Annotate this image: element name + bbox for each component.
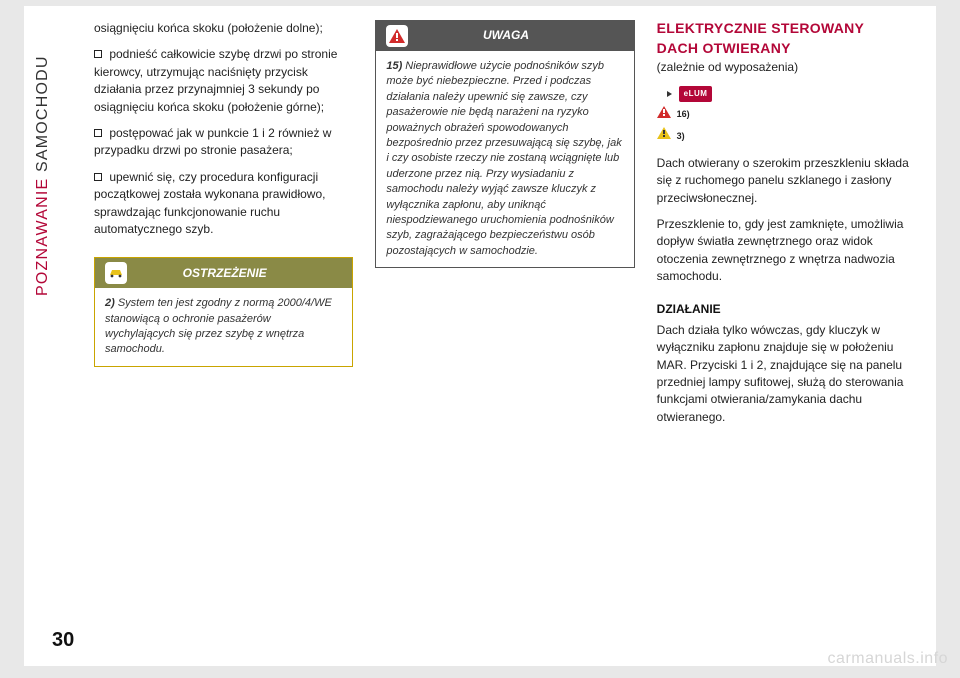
- vertical-title-rest: SAMOCHODU: [34, 55, 51, 177]
- col1-p3: postępować jak w punkcie 1 i 2 również w…: [94, 125, 353, 160]
- warning-callout-body: 2) System ten jest zgodny z normą 2000/4…: [95, 288, 352, 366]
- bullet-square-icon: [94, 50, 102, 58]
- warning-ref-3: 3): [657, 127, 916, 144]
- col1-p2: podnieść całkowicie szybę drzwi po stron…: [94, 46, 353, 116]
- col3-subhead: DZIAŁANIE: [657, 301, 916, 318]
- section-subtitle: (zależnie od wyposażenia): [657, 59, 916, 76]
- col1-p4-text: upewnić się, czy procedura konfiguracji …: [94, 170, 325, 236]
- content-columns: osiągnięciu końca skoku (położenie dolne…: [94, 20, 916, 616]
- warning-triangle-red-icon: [657, 106, 671, 123]
- section-title-line1: ELEKTRYCZNIE STEROWANY: [657, 20, 916, 38]
- col3-p3: Dach działa tylko wówczas, gdy kluczyk w…: [657, 322, 916, 426]
- caution-callout-lead: 15): [386, 60, 402, 72]
- warning-ref-16: 16): [657, 106, 916, 123]
- warning-callout-lead: 2): [105, 297, 115, 309]
- warning-callout: OSTRZEŻENIE 2) System ten jest zgodny z …: [94, 257, 353, 367]
- col1-p1: osiągnięciu końca skoku (położenie dolne…: [94, 20, 353, 37]
- vertical-section-title: POZNAWANIE SAMOCHODU: [34, 16, 52, 296]
- column-2: UWAGA 15) Nieprawidłowe użycie podnośnik…: [375, 20, 634, 616]
- warning-callout-text: System ten jest zgodny z normą 2000/4/WE…: [105, 297, 332, 355]
- warning-callout-header: OSTRZEŻENIE: [95, 258, 352, 288]
- car-warning-icon: [105, 262, 127, 284]
- page: POZNAWANIE SAMOCHODU osiągnięciu końca s…: [24, 6, 936, 666]
- col1-p4: upewnić się, czy procedura konfiguracji …: [94, 169, 353, 239]
- caution-callout-body: 15) Nieprawidłowe użycie podnośników szy…: [376, 51, 633, 267]
- col1-p3-text: postępować jak w punkcie 1 i 2 również w…: [94, 126, 331, 157]
- pointing-hand-icon: [657, 88, 673, 100]
- ref-16-label: 16): [677, 108, 690, 121]
- caution-callout-label: UWAGA: [418, 27, 623, 44]
- watermark: carmanuals.info: [828, 650, 948, 668]
- bullet-square-icon: [94, 129, 102, 137]
- vertical-title-accent: POZNAWANIE: [34, 178, 51, 296]
- warning-triangle-yellow-icon: [657, 127, 671, 144]
- caution-callout: UWAGA 15) Nieprawidłowe użycie podnośnik…: [375, 20, 634, 268]
- section-title-line2: DACH OTWIERANY: [657, 40, 916, 58]
- warning-callout-label: OSTRZEŻENIE: [137, 265, 342, 282]
- ref-3-label: 3): [677, 130, 685, 143]
- elum-badge: eLUM: [679, 86, 713, 102]
- caution-callout-header: UWAGA: [376, 21, 633, 51]
- col3-p2: Przeszklenie to, gdy jest zamknięte, umo…: [657, 216, 916, 286]
- column-1: osiągnięciu końca skoku (położenie dolne…: [94, 20, 353, 616]
- bullet-square-icon: [94, 173, 102, 181]
- col3-p1: Dach otwierany o szerokim przeszkleniu s…: [657, 155, 916, 207]
- page-number: 30: [52, 629, 74, 652]
- col1-p2-text: podnieść całkowicie szybę drzwi po stron…: [94, 47, 337, 113]
- caution-triangle-icon: [386, 25, 408, 47]
- caution-callout-text: Nieprawidłowe użycie podnośników szyb mo…: [386, 60, 621, 257]
- elum-badge-row: eLUM: [657, 86, 916, 102]
- column-3: ELEKTRYCZNIE STEROWANY DACH OTWIERANY (z…: [657, 20, 916, 616]
